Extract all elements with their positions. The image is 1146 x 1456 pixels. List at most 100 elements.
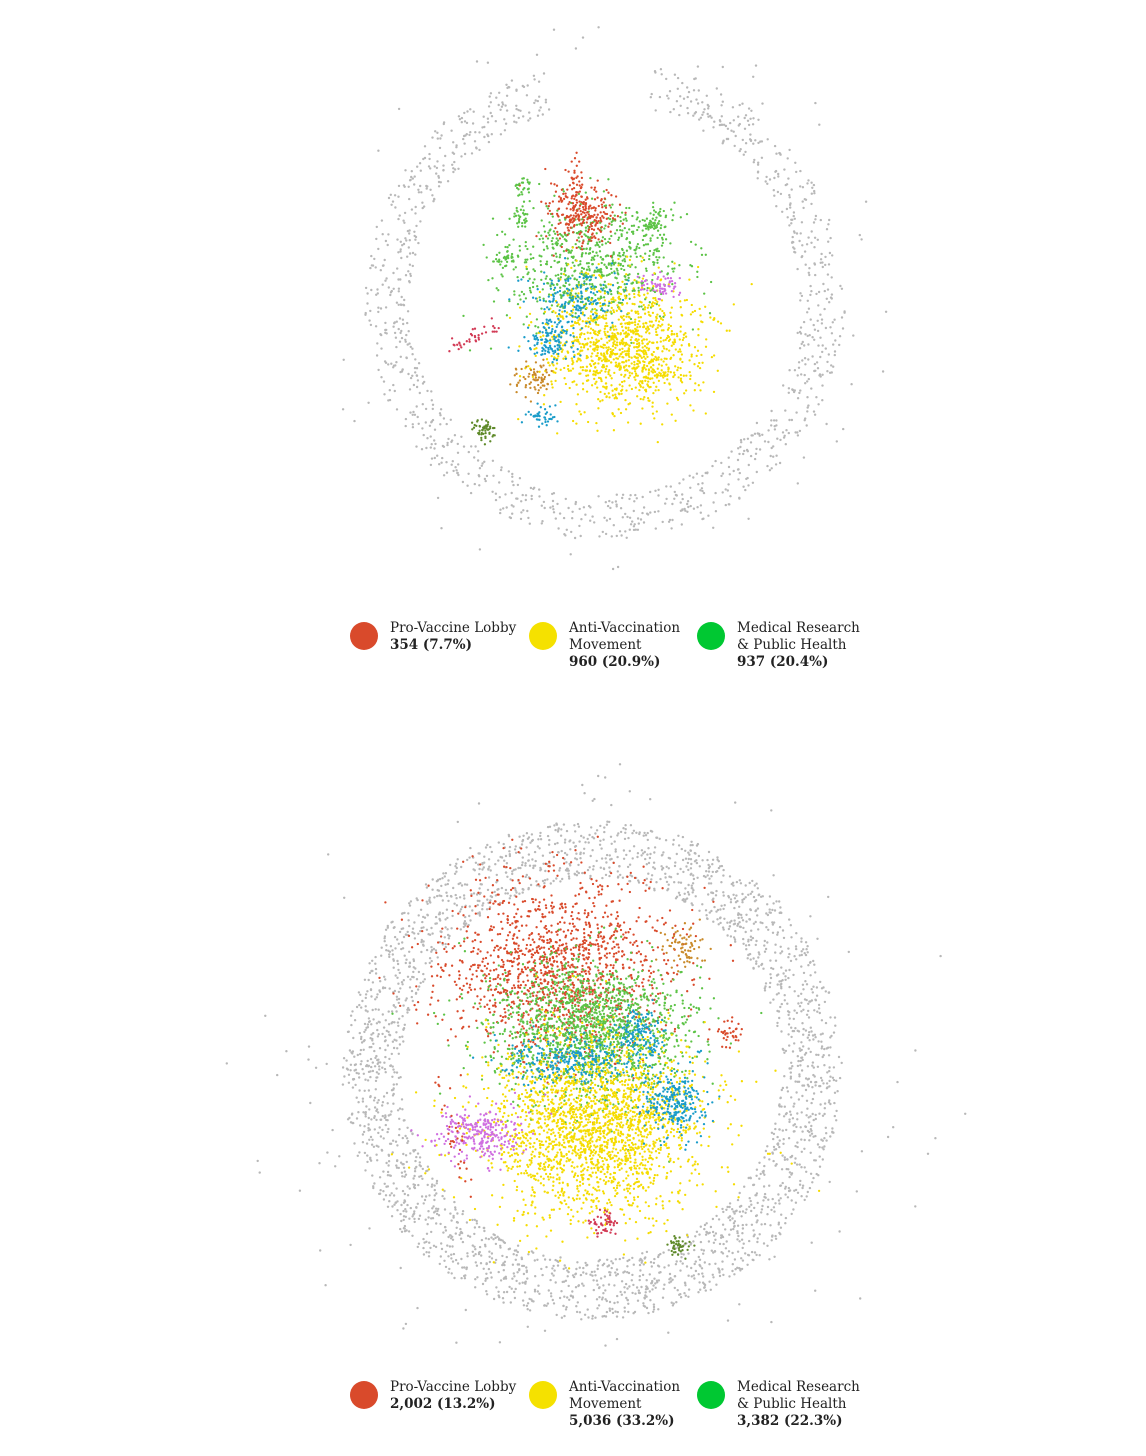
node-cluster-blue [587, 276, 590, 279]
peripheral-node [398, 317, 402, 320]
node-anti-vaccination [571, 246, 574, 249]
peripheral-node [581, 1282, 584, 1285]
peripheral-node [703, 108, 706, 111]
node-pro-vaccine [604, 212, 607, 215]
node-cluster-blue [581, 300, 584, 303]
peripheral-node [433, 428, 437, 431]
peripheral-node [412, 383, 416, 387]
node-anti-vaccination [577, 357, 580, 360]
node-cluster-orange [529, 400, 533, 403]
node-pro-vaccine [557, 207, 560, 211]
node-anti-vaccination [652, 391, 655, 395]
peripheral-node [581, 36, 585, 39]
legend-label: Pro-Vaccine Lobby [390, 620, 517, 636]
node-medical-research [628, 228, 631, 231]
peripheral-node [497, 103, 500, 107]
node-cluster-magenta [664, 277, 667, 280]
node-cluster-magenta [661, 287, 664, 290]
node-medical-research [662, 209, 665, 213]
peripheral-node [641, 511, 644, 515]
node-cluster-blue [534, 297, 538, 300]
node-medical-research [584, 229, 588, 232]
node-anti-vaccination [631, 367, 634, 370]
peripheral-node [584, 513, 587, 516]
peripheral-node [782, 384, 785, 387]
node-anti-vaccination [527, 324, 531, 327]
node-medical-research [516, 222, 519, 225]
peripheral-node [774, 169, 778, 173]
node-medical-research [544, 300, 548, 303]
node-anti-vaccination [616, 304, 619, 307]
peripheral-node [452, 886, 455, 890]
node-medical-research [495, 287, 498, 290]
node-medical-research [556, 242, 559, 245]
peripheral-node [801, 186, 805, 189]
peripheral-node [444, 926, 447, 929]
peripheral-node [406, 930, 409, 934]
node-anti-vaccination [603, 292, 607, 295]
node-medical-research [566, 257, 569, 260]
peripheral-node [414, 371, 417, 374]
peripheral-node [696, 506, 699, 509]
peripheral-node [807, 271, 810, 274]
peripheral-node [435, 1212, 439, 1216]
node-anti-vaccination [640, 356, 643, 360]
peripheral-node [817, 1003, 821, 1007]
peripheral-node [823, 289, 826, 293]
peripheral-node [721, 100, 724, 103]
node-pro-vaccine [583, 211, 586, 215]
peripheral-node [395, 1166, 399, 1169]
node-anti-vaccination [595, 323, 598, 326]
node-medical-research [623, 226, 626, 230]
peripheral-node [768, 469, 772, 472]
node-pro-vaccine [566, 233, 569, 237]
peripheral-node [805, 424, 808, 427]
node-cluster-blue [540, 338, 543, 341]
node-anti-vaccination [631, 321, 634, 324]
peripheral-node [707, 105, 710, 108]
node-cluster-blue [554, 292, 557, 295]
node-pro-vaccine [593, 198, 597, 201]
node-medical-research [671, 218, 674, 222]
peripheral-node [583, 1313, 587, 1316]
node-cluster-magenta [643, 279, 647, 283]
node-anti-vaccination [642, 352, 646, 356]
node-anti-vaccination [602, 358, 605, 361]
peripheral-node [827, 263, 831, 266]
node-medical-research [612, 253, 615, 256]
peripheral-node [444, 1265, 448, 1269]
node-anti-vaccination [594, 362, 597, 365]
node-anti-vaccination [628, 264, 631, 267]
peripheral-node [404, 274, 408, 277]
node-anti-vaccination [563, 342, 567, 345]
peripheral-node [699, 504, 703, 507]
node-medical-research [636, 216, 639, 219]
node-cluster-orange [545, 387, 548, 391]
peripheral-node [770, 419, 773, 422]
node-anti-vaccination [623, 369, 627, 372]
peripheral-node [383, 986, 387, 990]
peripheral-node [821, 1139, 824, 1142]
peripheral-node [559, 834, 563, 837]
peripheral-node [571, 1296, 575, 1299]
peripheral-node [746, 437, 750, 440]
peripheral-node [597, 1260, 600, 1263]
peripheral-node [428, 1241, 431, 1244]
node-cluster-blue [555, 325, 558, 329]
peripheral-node [385, 277, 388, 280]
peripheral-node [733, 1273, 736, 1276]
peripheral-node [631, 1291, 634, 1295]
node-anti-vaccination [659, 325, 662, 328]
node-anti-vaccination [683, 299, 687, 302]
legend-count: 960 (20.9%) [569, 654, 661, 670]
peripheral-node [423, 145, 427, 148]
node-pro-vaccine [553, 183, 556, 186]
node-pro-vaccine [597, 204, 600, 208]
peripheral-node [542, 500, 546, 504]
node-cluster-olive [481, 428, 484, 432]
peripheral-node [774, 1202, 777, 1205]
peripheral-node [603, 516, 606, 519]
peripheral-node [792, 1017, 795, 1021]
peripheral-node [800, 221, 804, 224]
peripheral-node [631, 832, 634, 835]
